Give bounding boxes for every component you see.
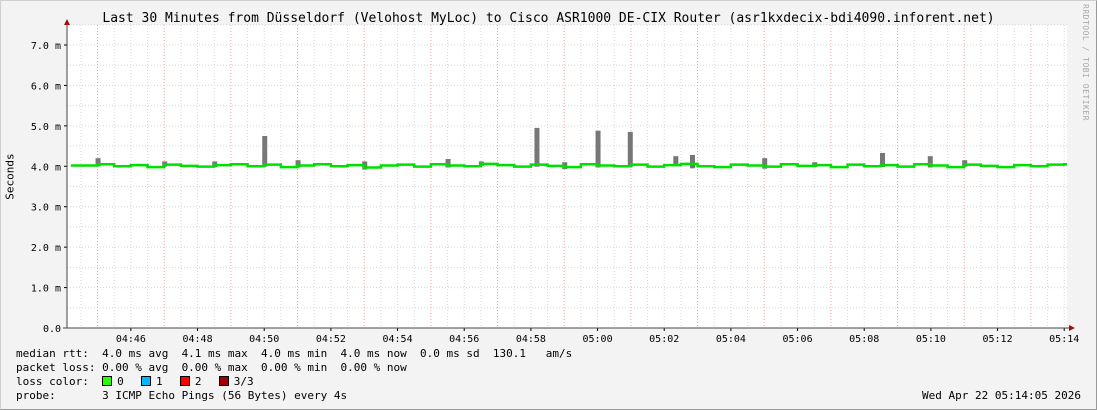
smoke-bar bbox=[927, 156, 933, 168]
rrdtool-watermark: RRDTOOL / TOBI OETIKER bbox=[1081, 4, 1090, 121]
y-tick-label: 1.0 m bbox=[31, 284, 61, 295]
smoke-bar bbox=[262, 135, 268, 167]
x-tick-label: 05:00 bbox=[583, 334, 613, 345]
y-tick-label: 5.0 m bbox=[31, 122, 61, 133]
smoke-bar bbox=[534, 127, 540, 167]
x-tick-label: 05:02 bbox=[649, 334, 679, 345]
y-axis-arrow bbox=[64, 19, 70, 25]
legend: median rtt: 4.0 ms avg 4.1 ms max 4.0 ms… bbox=[16, 347, 572, 403]
x-tick-label: 04:54 bbox=[383, 334, 413, 345]
x-tick-label: 05:10 bbox=[916, 334, 946, 345]
legend-packet-loss: packet loss: 0.00 % avg 0.00 % max 0.00 … bbox=[16, 361, 407, 374]
chart-plot: 0.0 1.0 m 2.0 m 3.0 m 4.0 m 5.0 m 6.0 m 7.0 m 04… bbox=[31, 19, 1079, 345]
x-tick-label: 05:14 bbox=[1049, 334, 1079, 345]
y-tick-label: 0.0 bbox=[43, 324, 61, 335]
x-axis-arrow bbox=[1069, 325, 1075, 331]
loss-label: 3/3 bbox=[233, 375, 254, 388]
x-tick-label: 04:56 bbox=[449, 334, 479, 345]
y-tick-label: 3.0 m bbox=[31, 203, 61, 214]
median-rtt-line bbox=[70, 162, 1067, 169]
x-tick-label: 04:50 bbox=[249, 334, 279, 345]
legend-probe: probe: 3 ICMP Echo Pings (56 Bytes) ever… bbox=[16, 389, 348, 402]
loss-label: 1 bbox=[155, 375, 176, 388]
x-tick-label: 05:04 bbox=[716, 334, 746, 345]
smoke-bar bbox=[673, 156, 679, 166]
smoke-bar bbox=[627, 131, 633, 167]
loss-label: 0 bbox=[117, 375, 137, 388]
smoke-bar bbox=[295, 160, 301, 168]
loss-swatch bbox=[140, 376, 151, 386]
x-tick-label: 04:48 bbox=[183, 334, 213, 345]
legend-median-rtt: median rtt: 4.0 ms avg 4.1 ms max 4.0 ms… bbox=[16, 347, 573, 360]
smoke-bar bbox=[595, 130, 601, 168]
loss-swatch bbox=[179, 376, 190, 386]
smoke-bar bbox=[762, 158, 768, 169]
x-tick-label: 05:08 bbox=[849, 334, 879, 345]
loss-swatch bbox=[102, 376, 113, 386]
x-tick-label: 05:06 bbox=[783, 334, 813, 345]
smoke-bar bbox=[880, 152, 885, 168]
chart-title: Last 30 Minutes from Düsseldorf (Velohos… bbox=[102, 11, 995, 26]
smoke-bar bbox=[95, 158, 101, 167]
timestamp: Wed Apr 22 05:14:05 2026 bbox=[922, 389, 1081, 402]
y-tick-label: 6.0 m bbox=[31, 81, 61, 92]
y-tick-label: 2.0 m bbox=[31, 243, 61, 254]
y-tick-label: 4.0 m bbox=[31, 162, 61, 173]
x-tick-label: 05:12 bbox=[983, 334, 1013, 345]
smoke-bar bbox=[690, 154, 695, 169]
y-tick-label: 7.0 m bbox=[31, 41, 61, 52]
x-tick-label: 04:52 bbox=[316, 334, 346, 345]
legend-loss-color: loss color: 0 1 2 3/3 bbox=[16, 375, 254, 388]
x-tick-label: 04:58 bbox=[516, 334, 546, 345]
x-tick-label: 04:46 bbox=[116, 334, 146, 345]
loss-swatch bbox=[218, 376, 229, 386]
plot-area bbox=[67, 25, 1067, 328]
loss-label: 2 bbox=[194, 375, 215, 388]
